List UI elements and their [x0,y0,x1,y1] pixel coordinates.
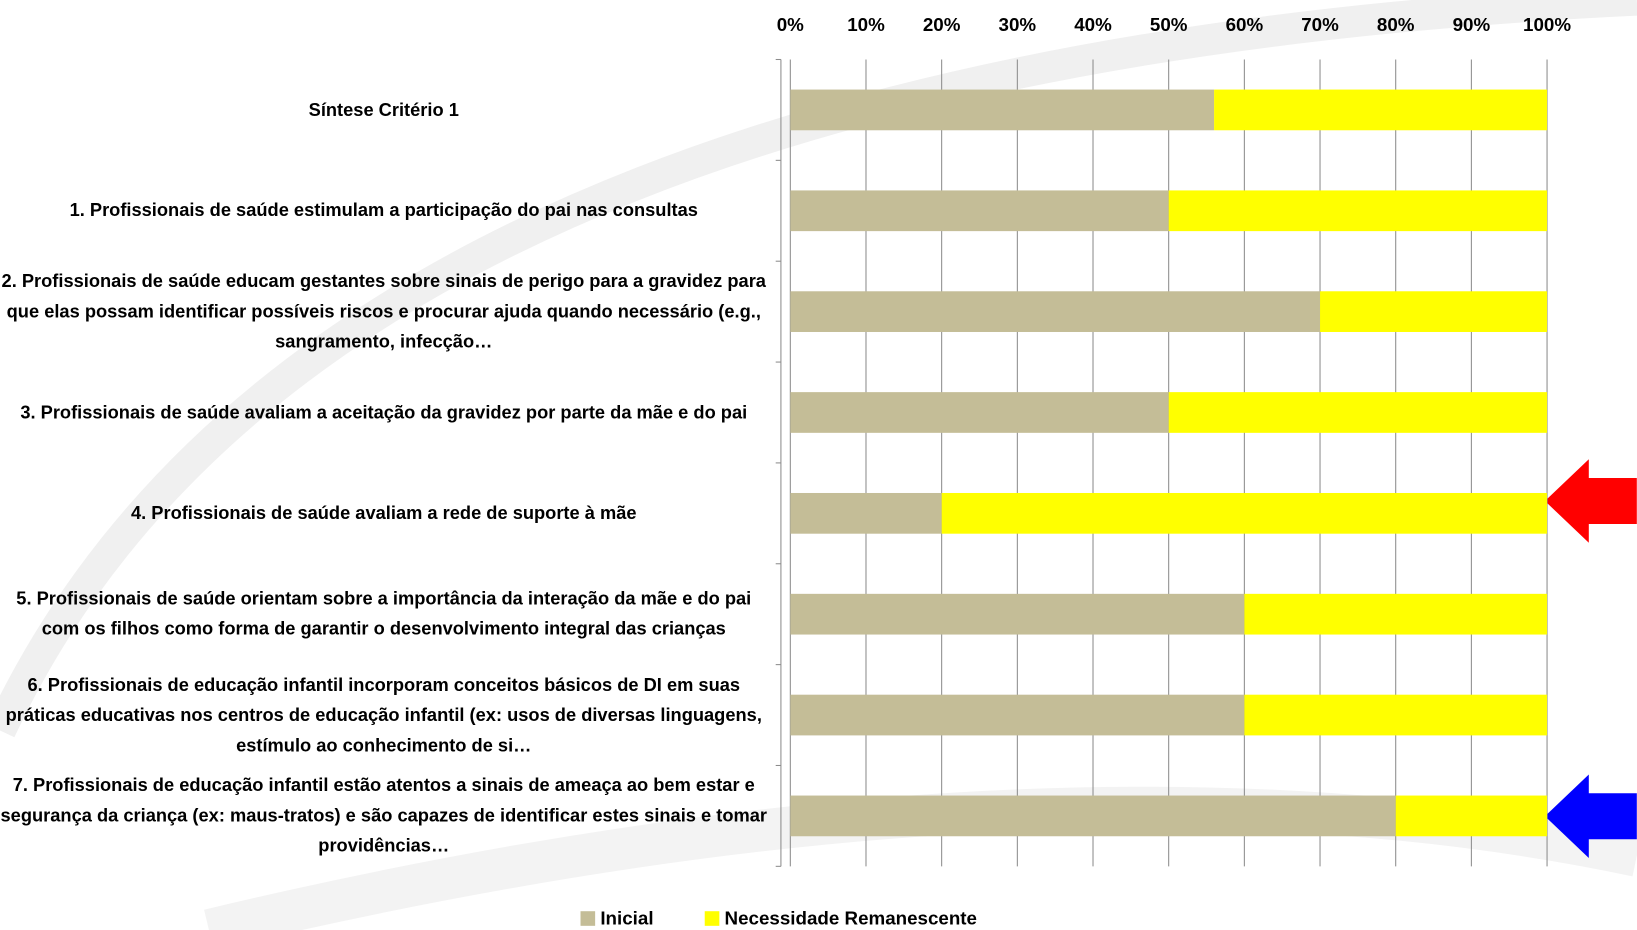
x-tick-label: 50% [1150,14,1188,35]
legend-label: Inicial [600,908,653,929]
category-label-box: 2. Profissionais de saúde educam gestant… [1,270,766,352]
bar-segment [1168,190,1548,232]
x-tick-label: 80% [1377,14,1415,35]
category-label: Síntese Critério 1 [308,98,459,120]
category-label: 1. Profissionais de saúde estimulam a pa… [69,199,698,221]
category-label-box: 4. Profissionais de saúde avaliam a rede… [130,502,637,524]
x-tick-label: 20% [923,14,961,35]
category-label-box: Síntese Critério 1 [308,98,459,120]
category-label: 6. Profissionais de educação infantil in… [5,673,762,756]
bar-segment [790,392,1169,433]
background-swoosh [0,0,1637,738]
category-label-box: 3. Profissionais de saúde avaliam a acei… [20,401,748,423]
x-tick-label: 100% [1523,14,1571,35]
x-tick-label: 70% [1301,14,1339,35]
x-tick-label: 0% [777,14,804,35]
bar-segment [941,492,1548,534]
category-label-box: 5. Profissionais de saúde orientam sobre… [16,588,752,640]
bar-segment [790,795,1396,837]
bar-segment [1320,291,1548,332]
x-tick-label: 40% [1074,14,1112,35]
x-tick-label: 30% [999,14,1037,35]
category-label-box: 7. Profissionais de educação infantil es… [0,774,768,857]
bar-segment [790,190,1169,232]
legend-swatch [580,911,596,926]
category-label: 4. Profissionais de saúde avaliam a rede… [130,502,637,524]
bar-segment [790,593,1245,635]
category-label: 7. Profissionais de educação infantil es… [0,774,768,857]
red-arrow [1544,459,1637,543]
bar-segment [1244,694,1548,736]
blue-arrow [1544,774,1637,858]
bar-segment [1168,392,1548,433]
bar-segment [790,492,942,534]
category-label: 2. Profissionais de saúde educam gestant… [1,270,766,352]
bar-segment [1244,593,1548,635]
category-label-box: 6. Profissionais de educação infantil in… [5,673,762,756]
legend-swatch [704,911,720,926]
x-tick-label: 10% [847,14,885,35]
category-label: 3. Profissionais de saúde avaliam a acei… [20,401,748,423]
bar-segment [790,89,1215,131]
x-tick-label: 90% [1453,14,1491,35]
bar-segment [1395,795,1548,837]
bar-segment [790,291,1321,332]
bar-segment [1214,89,1548,131]
category-label-box: 1. Profissionais de saúde estimulam a pa… [69,199,698,221]
legend-label: Necessidade Remanescente [725,908,977,929]
x-tick-label: 60% [1226,14,1264,35]
category-label: 5. Profissionais de saúde orientam sobre… [16,588,752,640]
bar-segment [790,694,1245,736]
